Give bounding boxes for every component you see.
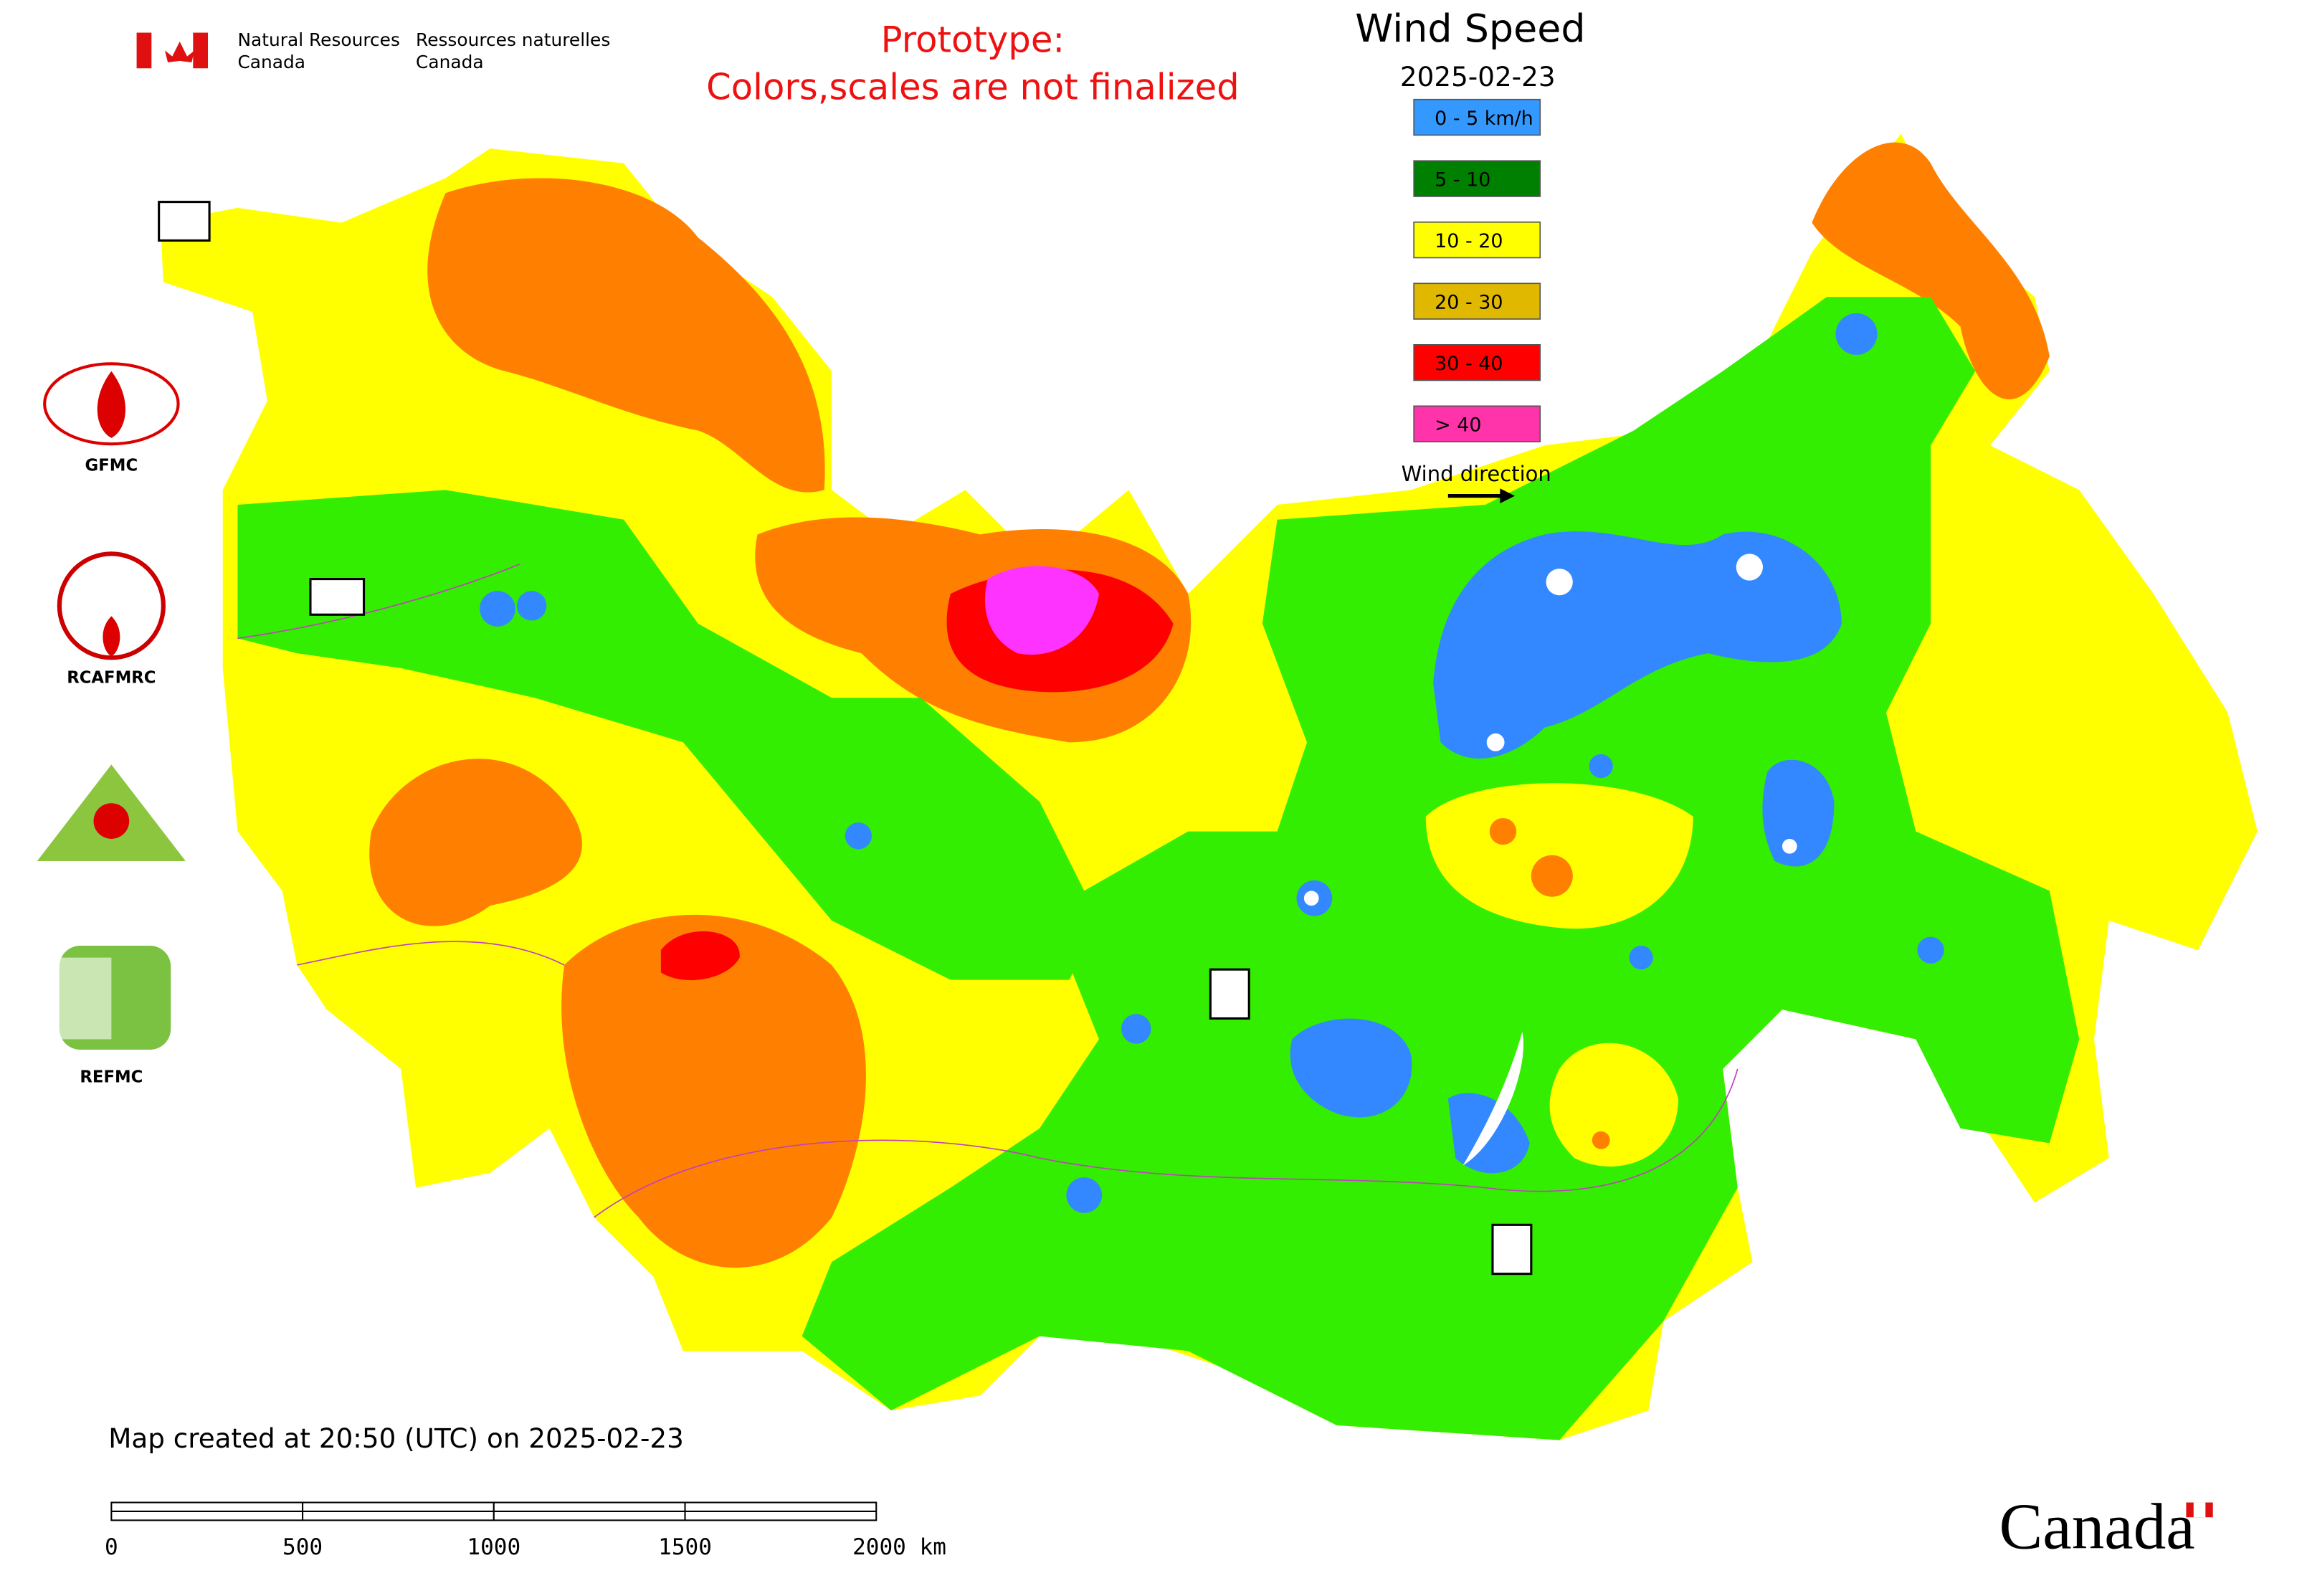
legend-label: 30 - 40 [1435, 353, 1503, 375]
legend-swatch [1413, 221, 1541, 259]
legend-title: Wind Speed [1355, 6, 1585, 51]
zone-orange [427, 178, 825, 493]
zone-pink [984, 566, 1099, 655]
zone-orange [369, 759, 583, 926]
scale-label: 500 [282, 1534, 323, 1560]
legend-label: > 40 [1435, 414, 1481, 437]
legend-label: 10 - 20 [1435, 230, 1503, 252]
logo-label: REFMC [80, 1068, 143, 1087]
blue-spots [480, 313, 1944, 1213]
scale-label: 2000 km [852, 1534, 946, 1560]
canada-wordmark: Canada [1999, 1491, 2194, 1563]
header: Natural Resources Canada Ressources natu… [136, 19, 1240, 108]
created-note: Map created at 20:50 (UTC) on 2025-02-23 [108, 1422, 684, 1454]
scale-label: 1500 [658, 1534, 712, 1560]
map [160, 133, 2258, 1440]
legend-date: 2025-02-23 [1400, 61, 1556, 92]
legend-swatch [1413, 98, 1541, 136]
zone-orange [561, 914, 866, 1268]
notice: Colors,scales are not finalized [706, 67, 1240, 108]
zone-blue [1433, 531, 1842, 759]
zone-red [660, 931, 740, 981]
zone-yellow [1425, 783, 1693, 929]
notice: Prototype: [881, 19, 1065, 60]
legend-label: 0 - 5 km/h [1435, 108, 1533, 130]
border [237, 564, 565, 966]
legend-direction: Wind direction [1402, 462, 1551, 486]
agency-fr: Ressources naturelles [416, 29, 610, 50]
orange-spots [1489, 817, 1610, 1149]
zone-blue [1762, 759, 1835, 867]
agency-en: Natural Resources [237, 29, 399, 50]
logos: GFMC RCAFMRC REFMC [37, 201, 1533, 1276]
logo-label: RCAFMRC [67, 669, 156, 688]
legend-swatch [1413, 405, 1541, 442]
footer: Map created at 20:50 (UTC) on 2025-02-23… [105, 1422, 2213, 1563]
scale-label: 0 [105, 1534, 118, 1560]
zone-green [237, 490, 1099, 980]
zone-orange [1812, 142, 2050, 399]
agency-fr: Canada [416, 52, 484, 72]
legend: Wind Speed 2025-02-23 Wind direction 0 -… [1355, 6, 1586, 503]
lakes [1303, 554, 1797, 1166]
legend-label: 5 - 10 [1435, 168, 1490, 191]
agency-en: Canada [237, 52, 305, 72]
legend-label: 20 - 30 [1435, 292, 1503, 314]
border [594, 1068, 1739, 1218]
scale-label: 1000 [467, 1534, 520, 1560]
zone-yellow [1549, 1042, 1678, 1167]
legend-swatch [1413, 282, 1541, 320]
zone-blue [1290, 1018, 1412, 1118]
logo-label: GFMC [85, 456, 138, 475]
legend-swatch [1413, 160, 1541, 197]
legend-swatch [1413, 343, 1541, 381]
